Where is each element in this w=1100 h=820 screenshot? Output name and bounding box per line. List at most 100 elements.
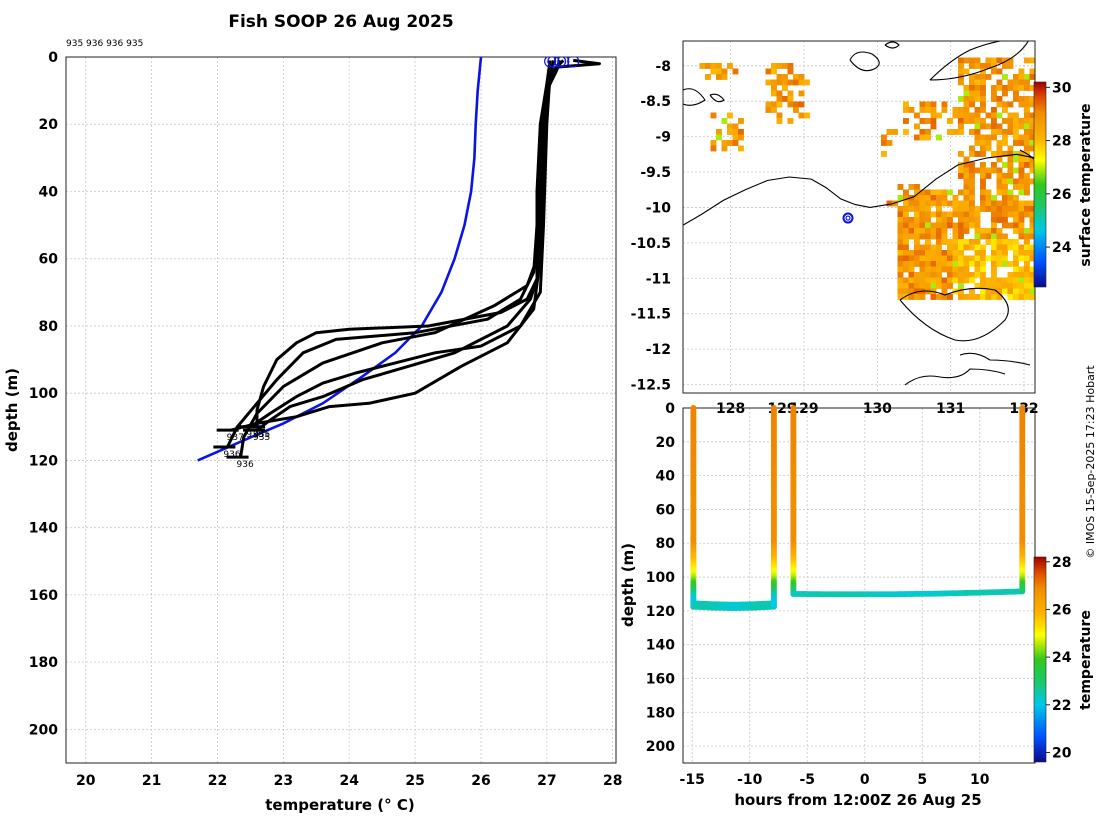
profile-x-tick-label: 20 xyxy=(76,773,96,789)
sst-cell xyxy=(930,200,937,207)
sst-cell xyxy=(776,101,783,108)
sst-cell xyxy=(985,228,992,234)
sst-cell xyxy=(716,129,722,135)
sst-cell xyxy=(1002,261,1008,267)
sst-cell xyxy=(1002,85,1008,91)
sst-cell xyxy=(914,272,920,278)
sst-cell xyxy=(798,74,805,80)
sst-cell xyxy=(985,255,992,262)
sst-cell xyxy=(1002,173,1008,179)
sst-cell xyxy=(991,85,997,91)
sst-cell xyxy=(1018,118,1025,124)
sst-cell xyxy=(1018,217,1025,223)
sst-cell xyxy=(991,151,997,157)
sst-cell xyxy=(930,222,937,229)
profile-series-937 xyxy=(230,59,562,432)
sst-cell xyxy=(721,140,728,146)
sst-cell xyxy=(1013,85,1019,91)
sst-cell xyxy=(1013,79,1019,86)
sst-cell xyxy=(996,294,1003,300)
sst-cell xyxy=(1029,145,1035,152)
sst-colorbar-tick-label: 28 xyxy=(1052,134,1071,150)
sst-cell xyxy=(947,261,953,267)
sst-cell xyxy=(897,272,904,278)
sst-cell xyxy=(930,123,937,130)
sst-cell xyxy=(1013,96,1019,102)
sst-cell xyxy=(996,167,1003,174)
time-y-ticks: 0 20 40 60 80 100 120 140 160 180 200 xyxy=(646,401,675,755)
sst-cell xyxy=(952,112,959,119)
sst-cell xyxy=(1007,129,1014,135)
sst-cell xyxy=(996,277,1003,284)
sst-cell xyxy=(925,261,931,267)
sst-cell xyxy=(1018,277,1025,284)
sst-cell xyxy=(897,250,904,256)
sst-cell xyxy=(974,250,981,256)
sst-cell xyxy=(941,294,948,300)
sst-cell xyxy=(930,266,937,273)
sst-cell xyxy=(985,200,992,207)
sst-cell xyxy=(941,195,948,201)
sst-cell xyxy=(1024,244,1030,251)
sst-cell xyxy=(952,222,959,229)
sst-cell xyxy=(947,118,953,124)
sst-cell xyxy=(969,178,975,185)
sst-cell xyxy=(936,283,942,289)
sst-cell xyxy=(1007,294,1014,300)
sst-cell xyxy=(1007,178,1014,185)
sst-cell xyxy=(952,211,959,218)
map-y-tick-label: -9.5 xyxy=(640,165,671,181)
sst-cell xyxy=(980,206,986,212)
sst-cell xyxy=(1002,90,1008,97)
sst-cell xyxy=(958,217,964,223)
sst-cell xyxy=(958,266,964,273)
sst-cell xyxy=(947,283,953,289)
sst-colorbar-tick-label: 24 xyxy=(1052,240,1072,256)
profile-y-tick-label: 100 xyxy=(29,386,58,402)
sst-cell xyxy=(969,288,975,295)
sst-cell xyxy=(985,63,992,69)
sst-cell xyxy=(925,211,931,218)
sst-cell xyxy=(787,63,794,69)
sst-cell xyxy=(1029,85,1035,91)
sst-cell xyxy=(952,228,959,234)
sst-cell xyxy=(903,211,909,218)
sst-cell xyxy=(996,211,1003,218)
sst-cell xyxy=(991,261,997,267)
sst-cell xyxy=(1002,233,1008,240)
sst-cell xyxy=(771,68,777,75)
sst-cell xyxy=(974,140,981,146)
sst-cell xyxy=(969,129,975,135)
sst-cell xyxy=(991,129,997,135)
sst-cell xyxy=(914,222,920,229)
sst-cell xyxy=(732,134,739,141)
sst-cell xyxy=(980,107,986,113)
sst-cell xyxy=(974,211,981,218)
time-y-label: depth (m) xyxy=(619,543,637,627)
sst-cell xyxy=(1002,244,1008,251)
sst-cell xyxy=(974,206,981,212)
profile-y-tick-label: 20 xyxy=(39,117,59,133)
sst-cell xyxy=(974,134,981,141)
map-y-tick-label: -11.5 xyxy=(631,307,671,323)
sst-cell xyxy=(732,129,739,135)
sst-cell xyxy=(903,239,909,245)
sst-cell xyxy=(996,101,1003,108)
sst-cell xyxy=(980,79,986,86)
sst-cell xyxy=(996,145,1003,152)
sst-cell xyxy=(974,222,981,229)
sst-cell xyxy=(969,74,975,80)
time-y-tick-label: 140 xyxy=(646,638,675,654)
sst-cell xyxy=(991,228,997,234)
sst-cell xyxy=(947,294,953,300)
sst-cell xyxy=(1024,107,1030,113)
sst-cell xyxy=(941,189,948,196)
sst-cell xyxy=(941,250,948,256)
sst-cell xyxy=(969,294,975,300)
sst-cell xyxy=(996,206,1003,212)
sst-cell xyxy=(1029,294,1035,300)
sst-cell xyxy=(1029,134,1035,141)
sst-cell xyxy=(969,184,975,190)
sst-cell xyxy=(897,244,904,251)
